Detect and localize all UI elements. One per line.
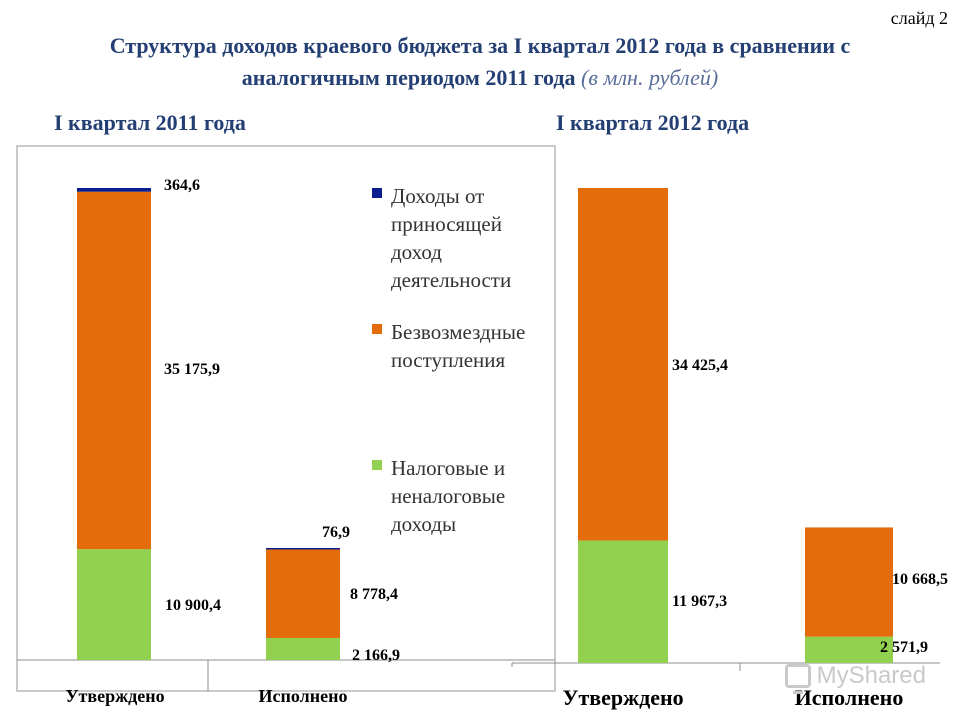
chart-2011-title: I квартал 2011 года xyxy=(54,110,246,135)
legend-label: доходы xyxy=(391,512,456,536)
legend-swatch xyxy=(372,188,382,198)
data-label: 364,6 xyxy=(164,177,200,194)
legend-label: деятельности xyxy=(391,268,511,292)
bar-I-квартал-2011-года-Утверждено-gratuitous xyxy=(77,191,151,550)
bar-I-квартал-2012-года-Исполнено-tax xyxy=(805,636,893,663)
data-label: 2 166,9 xyxy=(352,647,400,664)
legend-label: Доходы от xyxy=(391,184,484,208)
monitor-icon xyxy=(784,664,811,694)
data-label: 11 967,3 xyxy=(672,593,727,610)
category-label: Утверждено xyxy=(562,685,683,710)
data-label: 2 571,9 xyxy=(880,639,928,656)
page-title: Структура доходов краевого бюджета за I … xyxy=(0,30,960,94)
data-label: 76,9 xyxy=(322,524,350,541)
category-label: Утверждено xyxy=(65,686,164,706)
data-label: 35 175,9 xyxy=(164,361,220,378)
bar-I-квартал-2012-года-Утверждено-gratuitous xyxy=(578,188,668,541)
bar-I-квартал-2011-года-Утверждено-other xyxy=(77,188,151,192)
data-label: 8 778,4 xyxy=(350,586,398,603)
bar-I-квартал-2011-года-Исполнено-other xyxy=(266,547,340,550)
data-label: 10 668,5 xyxy=(892,571,948,588)
bar-I-квартал-2011-года-Утверждено-tax xyxy=(77,549,151,660)
legend-label: Налоговые и xyxy=(391,456,505,480)
category-label: Исполнено xyxy=(795,685,904,710)
bar-I-квартал-2012-года-Утверждено-tax xyxy=(578,540,668,663)
slide-number: слайд 2 xyxy=(890,8,948,28)
chart-0-frame xyxy=(16,145,556,692)
bar-I-квартал-2011-года-Исполнено-tax xyxy=(266,637,340,660)
category-label: Исполнено xyxy=(259,686,348,706)
bar-I-квартал-2011-года-Исполнено-gratuitous xyxy=(266,548,340,638)
legend-label: поступления xyxy=(391,348,505,372)
legend-label: неналоговые xyxy=(391,484,505,508)
bar-I-квартал-2012-года-Исполнено-gratuitous xyxy=(805,527,893,637)
data-label: 10 900,4 xyxy=(165,597,221,614)
legend-label: приносящей xyxy=(391,212,502,236)
legend-swatch xyxy=(372,460,382,470)
chart-2012-title: I квартал 2012 года xyxy=(556,110,750,135)
title-unit: (в млн. рублей) xyxy=(581,65,719,90)
watermark: MyShared xyxy=(784,662,926,694)
legend-swatch xyxy=(372,324,382,334)
watermark-text: MyShared xyxy=(816,662,926,689)
data-label: 34 425,4 xyxy=(672,357,728,374)
title-line-1: Структура доходов краевого бюджета за I … xyxy=(109,33,851,58)
title-line-2: аналогичным периодом 2011 года xyxy=(241,65,576,90)
legend-label: Безвозмездные xyxy=(391,320,525,344)
legend-label: доход xyxy=(391,240,442,264)
